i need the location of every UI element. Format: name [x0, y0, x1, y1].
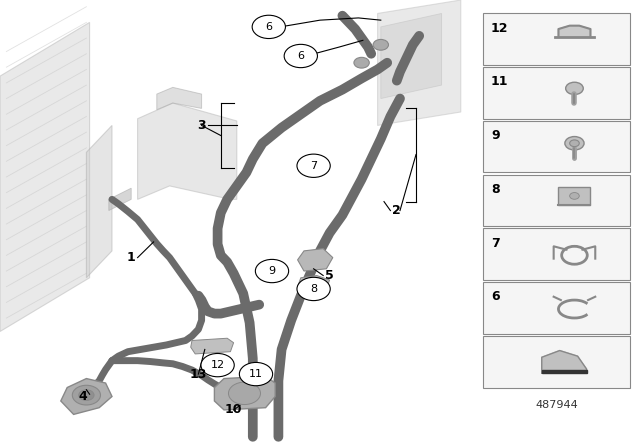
Circle shape	[252, 15, 285, 39]
Circle shape	[201, 353, 234, 377]
Polygon shape	[559, 26, 591, 37]
Bar	[559, 187, 591, 205]
Text: 6: 6	[266, 22, 272, 32]
Polygon shape	[541, 370, 587, 373]
Text: 13: 13	[189, 367, 207, 381]
Text: 8: 8	[310, 284, 317, 294]
Polygon shape	[191, 338, 234, 354]
Bar	[483, 175, 630, 226]
Circle shape	[373, 39, 388, 50]
Polygon shape	[378, 0, 461, 125]
Text: 9: 9	[268, 266, 276, 276]
Circle shape	[239, 362, 273, 386]
Polygon shape	[109, 188, 131, 211]
Polygon shape	[541, 351, 587, 373]
Circle shape	[570, 193, 579, 199]
Text: 7: 7	[310, 161, 317, 171]
Circle shape	[297, 154, 330, 177]
Polygon shape	[86, 125, 112, 278]
Bar	[483, 13, 630, 65]
Polygon shape	[298, 276, 330, 291]
Text: 6: 6	[298, 51, 304, 61]
Bar	[483, 282, 630, 334]
Circle shape	[297, 277, 330, 301]
Text: 8: 8	[491, 183, 499, 196]
Text: 487944: 487944	[536, 401, 578, 410]
Text: 12: 12	[211, 360, 225, 370]
Text: 12: 12	[491, 22, 508, 34]
Text: 7: 7	[491, 237, 500, 250]
Circle shape	[255, 259, 289, 283]
Polygon shape	[138, 103, 237, 199]
Circle shape	[72, 385, 100, 405]
Circle shape	[566, 82, 583, 95]
Circle shape	[570, 140, 579, 146]
Circle shape	[565, 137, 584, 150]
Text: 10: 10	[225, 403, 243, 417]
Bar	[483, 228, 630, 280]
Text: 3: 3	[197, 119, 206, 132]
Bar	[483, 67, 630, 119]
Text: 5: 5	[325, 269, 334, 282]
Text: 11: 11	[249, 369, 263, 379]
Polygon shape	[381, 13, 442, 99]
Text: 2: 2	[392, 204, 401, 217]
Text: 1: 1	[127, 251, 136, 264]
Bar	[483, 336, 630, 388]
Polygon shape	[61, 379, 112, 414]
Polygon shape	[157, 87, 202, 110]
Polygon shape	[0, 22, 90, 332]
Circle shape	[354, 57, 369, 68]
Polygon shape	[298, 249, 333, 271]
Bar	[483, 121, 630, 172]
Circle shape	[284, 44, 317, 68]
Text: 4: 4	[79, 390, 88, 403]
Polygon shape	[214, 376, 275, 410]
Text: 6: 6	[491, 290, 499, 303]
Circle shape	[79, 390, 94, 401]
Text: 9: 9	[491, 129, 499, 142]
Text: 11: 11	[491, 75, 508, 88]
Circle shape	[228, 382, 260, 405]
